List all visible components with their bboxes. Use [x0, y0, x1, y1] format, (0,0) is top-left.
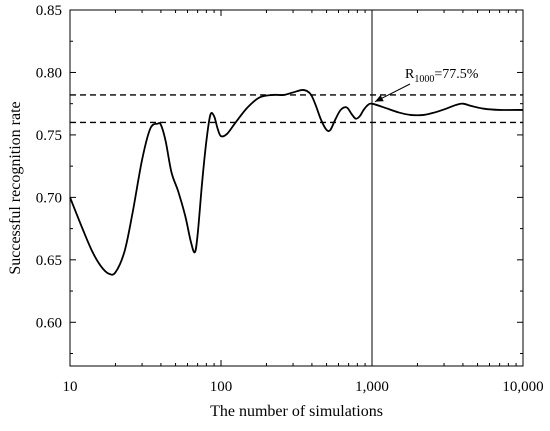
x-tick-label: 1,000: [355, 379, 389, 395]
plot-frame: [69, 9, 524, 367]
annotation-base: R: [405, 67, 415, 82]
y-tick-label: 0.75: [36, 128, 62, 144]
series-line: [69, 89, 524, 276]
ticks: [69, 9, 524, 366]
y-tick-label: 0.70: [36, 190, 62, 206]
y-axis-title: Successful recognition rate: [7, 101, 24, 274]
tick-labels: 10 100 1,000 10,000 0.60 0.65 0.70 0.75 0.80 0.85: [36, 3, 544, 395]
x-tick-label: 100: [210, 379, 233, 395]
x-tick-label: 10,000: [502, 379, 543, 395]
y-tick-label: 0.60: [36, 315, 62, 331]
annotation: R1000=77.5%: [374, 67, 479, 103]
annotation-value: =77.5%: [434, 67, 478, 82]
annotation-arrowhead: [375, 94, 384, 102]
y-tick-label: 0.80: [36, 65, 62, 81]
plot-area: [69, 9, 524, 367]
annotation-subscript: 1000: [414, 74, 434, 85]
y-tick-label: 0.85: [36, 3, 62, 19]
x-tick-label: 10: [63, 379, 78, 395]
y-tick-label: 0.65: [36, 253, 62, 269]
x-axis-title: The number of simulations: [210, 403, 383, 420]
annotation-label: R1000=77.5%: [405, 67, 479, 85]
